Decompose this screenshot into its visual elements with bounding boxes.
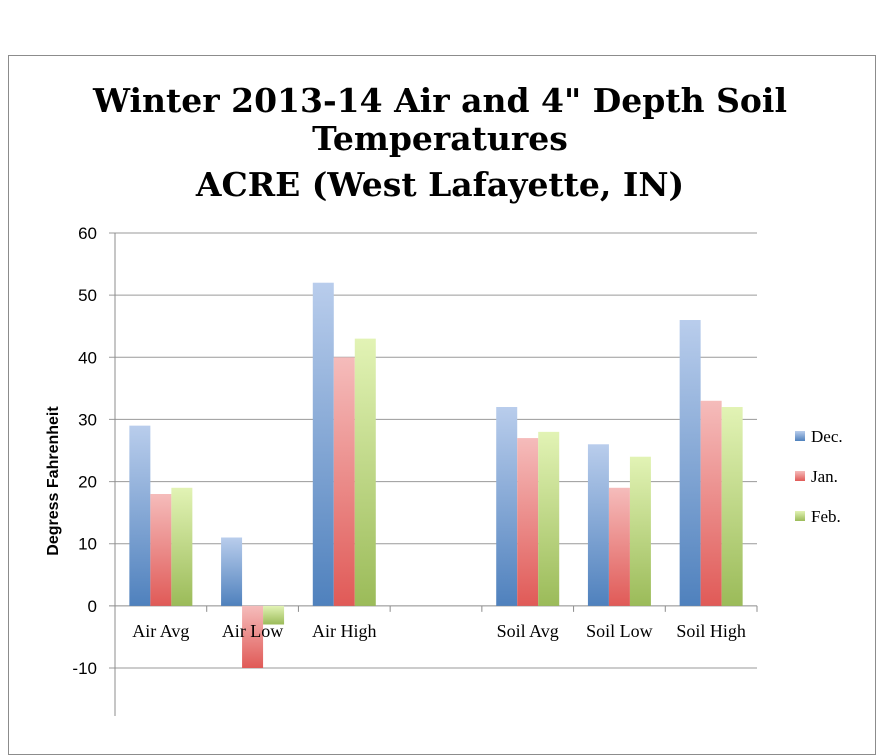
bar-feb [629,456,651,606]
bar-jan [608,487,630,606]
chart-title-line-1: Winter 2013-14 Air and 4" Depth Soil [92,81,787,120]
bar-jan [333,357,355,606]
bar-jan [517,438,539,606]
gridlines [109,232,757,669]
y-tick-label: 30 [78,410,97,429]
legend-swatch [795,471,805,481]
y-tick-label: 10 [78,535,97,554]
legend: Dec. Jan. Feb. [795,427,843,526]
y-tick-label: 40 [78,348,97,367]
category-label: Soil Avg [497,621,559,641]
chart-frame [8,55,876,755]
y-tick-label: -10 [72,659,97,678]
bar-dec [496,407,518,606]
legend-swatch [795,511,805,521]
x-axis [114,233,758,716]
category-label: Air High [312,621,377,641]
y-tick-label: 0 [88,597,97,616]
bar-dec [129,425,151,606]
bar-jan [150,494,172,606]
category-label: Soil Low [586,621,653,641]
y-tick-label: 60 [78,224,97,243]
legend-label: Jan. [811,467,838,486]
bar-dec [587,444,609,606]
bar-jan [700,400,722,606]
bar-feb [721,407,743,606]
y-tick-label: 50 [78,286,97,305]
category-label: Soil High [676,621,746,641]
bars [129,282,743,668]
category-labels: Air Avg Air Low Air High Soil Avg Soil Low So… [132,621,746,641]
legend-label: Dec. [811,427,843,446]
category-label: Air Avg [132,621,189,641]
chart-title-line-3: ACRE (West Lafayette, IN) [195,165,684,204]
y-axis-title: Degress Fahrenheit [45,406,62,556]
bar-feb [171,487,193,606]
y-tick-labels: 60 50 40 30 20 10 0 -10 [72,224,97,678]
chart-title-line-2: Temperatures [312,119,568,158]
bar-dec [221,537,243,606]
legend-label: Feb. [811,507,841,526]
bar-jan [242,605,264,668]
bar-feb [263,605,285,625]
bar-feb [538,431,560,606]
bar-dec [679,320,701,606]
bar-feb [354,338,376,606]
chart-title: Winter 2013-14 Air and 4" Depth Soil Tem… [92,81,787,204]
bar-dec [312,282,334,606]
legend-swatch [795,431,805,441]
category-label: Air Low [222,621,284,641]
chart: Winter 2013-14 Air and 4" Depth Soil Tem… [45,81,843,716]
y-tick-label: 20 [78,473,97,492]
